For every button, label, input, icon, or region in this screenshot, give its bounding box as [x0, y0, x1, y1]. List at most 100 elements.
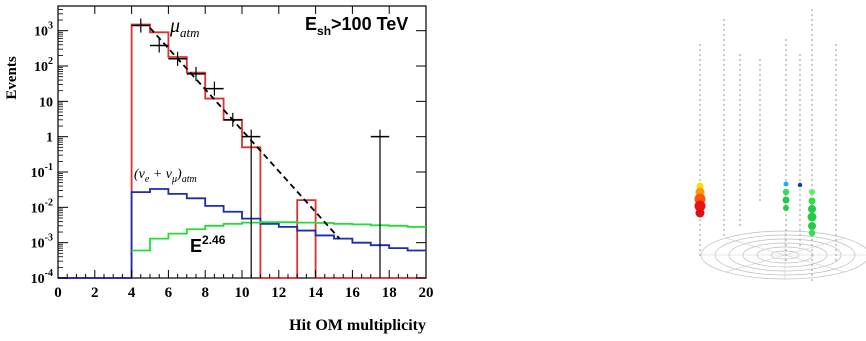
x-tick-label: 16 [345, 285, 361, 301]
detector-om [759, 129, 761, 131]
detector-om [785, 154, 787, 156]
detector-om [759, 164, 761, 166]
detector-om [811, 269, 813, 271]
detector-om [723, 124, 725, 126]
detector-om [785, 129, 787, 131]
detector-om [723, 59, 725, 61]
detector-om [785, 214, 787, 216]
detector-om [811, 69, 813, 71]
detector-om [799, 209, 801, 211]
detector-om [799, 164, 801, 166]
detector-om [723, 89, 725, 91]
detector-om [739, 64, 741, 66]
detector-om [799, 219, 801, 221]
detector-om [799, 144, 801, 146]
detector-om [811, 129, 813, 131]
detector-om [799, 244, 801, 246]
detector-om [785, 164, 787, 166]
detector-om [739, 199, 741, 201]
detector-hit [809, 198, 816, 205]
detector-om [739, 209, 741, 211]
detector-om [835, 64, 837, 66]
detector-om [811, 59, 813, 61]
detector-om [759, 64, 761, 66]
detector-om [835, 94, 837, 96]
detector-om [723, 204, 725, 206]
detector-om [739, 179, 741, 181]
x-tick-label: 10 [235, 285, 250, 301]
detector-om [835, 189, 837, 191]
detector-om [785, 104, 787, 106]
detector-om [835, 114, 837, 116]
detector-om [811, 279, 813, 281]
detector-om [723, 139, 725, 141]
detector-om [785, 89, 787, 91]
detector-om [785, 39, 787, 41]
y-axis-label: Events [4, 56, 20, 100]
detector-om [759, 119, 761, 121]
annotation-spectrum: E2.46 [190, 233, 226, 256]
detector-om [811, 244, 813, 246]
detector-om [739, 109, 741, 111]
detector-om [811, 14, 813, 16]
detector-om [835, 259, 837, 261]
y-tick-label: 102 [34, 56, 53, 75]
detector-om [835, 89, 837, 91]
detector-om [759, 184, 761, 186]
detector-om [835, 179, 837, 181]
detector-om [799, 189, 801, 191]
detector-om [759, 109, 761, 111]
detector-om [759, 169, 761, 171]
detector-om [785, 44, 787, 46]
detector-om [759, 144, 761, 146]
x-tick-label: 14 [308, 285, 324, 301]
detector-om [723, 234, 725, 236]
detector-om [699, 109, 701, 111]
detector-om [739, 134, 741, 136]
detector-hit [783, 189, 789, 195]
x-axis-label: Hit OM multiplicity [289, 317, 426, 334]
detector-om [759, 199, 761, 201]
detector-hit [809, 189, 815, 195]
detector-om [811, 144, 813, 146]
detector-om [785, 254, 787, 256]
detector-om [799, 194, 801, 196]
detector-om [739, 204, 741, 206]
detector-om [785, 69, 787, 71]
detector-om [759, 194, 761, 196]
detector-om [785, 249, 787, 251]
detector-om [811, 184, 813, 186]
detector-om [785, 234, 787, 236]
series-step--e-atm [58, 189, 426, 278]
detector-om [723, 109, 725, 111]
detector-om [699, 149, 701, 151]
detector-om [785, 49, 787, 51]
detector-om [799, 104, 801, 106]
y-tick-label: 10-2 [31, 197, 53, 216]
detector-om [723, 134, 725, 136]
detector-om [785, 94, 787, 96]
detector-om [799, 149, 801, 151]
detector-om [811, 159, 813, 161]
detector-om [835, 174, 837, 176]
detector-om [811, 19, 813, 21]
x-tick-label: 20 [419, 285, 434, 301]
detector-om [739, 189, 741, 191]
detector-om [739, 159, 741, 161]
detector-om [699, 229, 701, 231]
detector-om [739, 69, 741, 71]
detector-om [759, 79, 761, 81]
detector-om [785, 159, 787, 161]
detector-om [799, 114, 801, 116]
detector-om [699, 244, 701, 246]
detector-om [835, 214, 837, 216]
x-tick-label: 6 [165, 285, 173, 301]
detector-om [723, 34, 725, 36]
detector-om [699, 134, 701, 136]
detector-om [835, 134, 837, 136]
detector-om [811, 154, 813, 156]
detector-om [785, 219, 787, 221]
y-tick-label: 1 [46, 131, 53, 146]
detector-om [811, 9, 813, 11]
